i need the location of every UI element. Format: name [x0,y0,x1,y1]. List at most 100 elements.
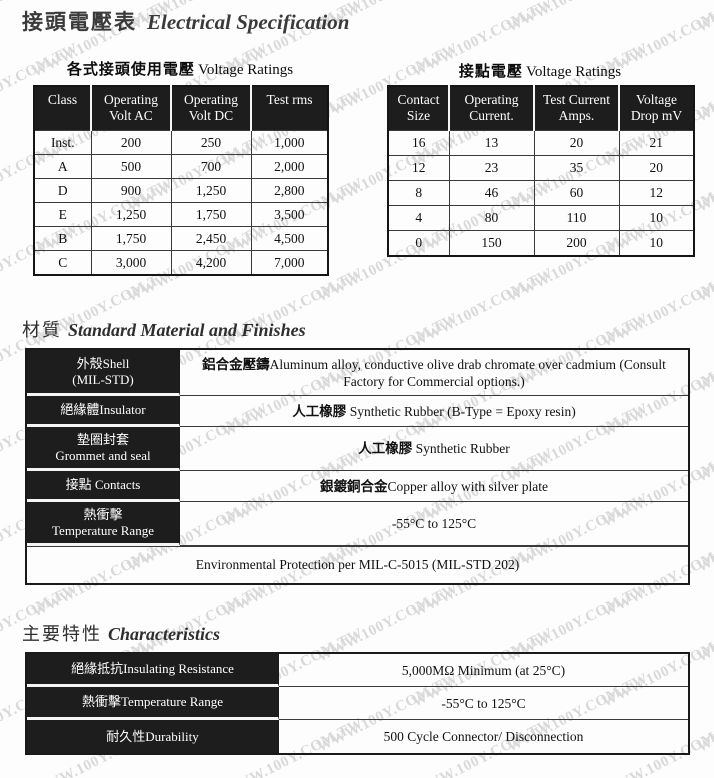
table-row: 0 150 200 10 [387,230,695,257]
table-cell: 3,000 [90,250,172,276]
table-cell: D [33,178,92,203]
table-cell: 20 [618,155,695,181]
material-value-en: Copper alloy with silver plate [387,478,548,494]
material-table: 外殼Shell (MIL-STD) 鋁合金壓鑄Aluminum alloy, c… [25,348,690,585]
contact-table-title-zh: 接點電壓 [458,64,523,80]
material-value-zh: 人工橡膠 [292,403,350,419]
characteristics-table: 絕緣抵抗Insulating Resistance 5,000MΩ Minimu… [25,652,690,755]
material-row-temperature: 熱衝擊 Temperature Range -55°C to 125°C [27,502,688,546]
material-label: 外殼Shell (MIL-STD) [27,350,180,396]
characteristics-label: 耐久性Durability [27,720,279,753]
table-cell: 4,200 [170,250,252,276]
table-cell: 700 [170,154,252,179]
table-cell: 4,500 [250,226,329,251]
table-cell: 4 [387,205,450,231]
contact-table-title: 接點電壓 Voltage Ratings [387,60,693,81]
characteristics-value: 5,000MΩ Minimum (at 25°C) [279,654,688,687]
page-title-en: Electrical Specification [147,10,350,34]
page-title-zh: 接頭電壓表 [22,10,137,34]
material-label: 熱衝擊 Temperature Range [27,502,180,546]
voltage-table-title-en: Voltage Ratings [197,62,294,78]
table-row: B 1,750 2,450 4,500 [33,226,329,251]
characteristics-value: 500 Cycle Connector/ Disconnection [383,729,584,744]
table-cell: 10 [618,205,695,231]
page-title: 接頭電壓表 Electrical Specification [22,6,349,36]
table-cell: 8 [387,180,450,206]
material-value: 人工橡膠 Synthetic Rubber (B-Type = Epoxy re… [180,396,688,427]
col-header-operating-current: Operating Current. [448,86,534,131]
characteristics-row-insulating-resistance: 絕緣抵抗Insulating Resistance 5,000MΩ Minimu… [27,654,688,687]
material-row-contacts: 接點 Contacts 銀鍍銅合金Copper alloy with silve… [27,471,688,502]
material-value-en: -55°C to 125°C [391,516,477,531]
material-section-title: 材質 Standard Material and Finishes [22,316,306,342]
table-cell: 13 [448,130,535,156]
contact-ratings-table: Contact Size Operating Current. Test Cur… [387,85,695,257]
material-value: 人工橡膠 Synthetic Rubber [180,427,688,471]
table-row: 8 46 60 12 [387,180,695,206]
table-cell: 2,450 [170,226,252,251]
table-cell: 16 [387,130,450,156]
table-cell: 1,250 [170,178,252,203]
characteristics-label: 熱衝擊Temperature Range [27,687,279,720]
voltage-table-title-zh: 各式接頭使用電壓 [66,62,195,78]
col-header-voltage-drop: Voltage Drop mV [618,86,694,131]
table-cell: 2,000 [250,154,329,179]
table-cell: 900 [90,178,172,203]
table-row: E 1,250 1,750 3,500 [33,202,329,227]
table-cell: 80 [448,205,535,231]
table-cell: 12 [618,180,695,206]
material-value-en: Synthetic Rubber (B-Type = Epoxy resin) [349,403,576,419]
characteristics-section-title-zh: 主要特性 [22,624,102,644]
table-row: C 3,000 4,200 7,000 [33,250,329,276]
table-cell: 1,750 [170,202,252,227]
material-row-insulator: 絕緣體Insulator 人工橡膠 Synthetic Rubber (B-Ty… [27,396,688,427]
col-header-operating-volt-dc: Operating Volt DC [170,86,251,131]
table-cell: 200 [533,230,620,257]
table-cell: 3,500 [250,202,329,227]
material-value-en: Synthetic Rubber [415,441,510,456]
col-header-operating-volt-ac: Operating Volt AC [90,86,171,131]
table-cell: 1,250 [90,202,172,227]
characteristics-value: -55°C to 125°C [279,687,688,720]
material-value-en: Aluminum alloy, conductive olive drab ch… [269,356,666,389]
voltage-ratings-table: Class Operating Volt AC Operating Volt D… [33,85,329,276]
table-cell: 23 [448,155,535,181]
table-cell: B [33,226,92,251]
material-value-zh: 銀鍍銅合金 [320,478,388,494]
material-value-zh: 鋁合金壓鑄 [202,356,270,372]
table-header-row: Class Operating Volt AC Operating Volt D… [34,86,328,131]
contact-table-title-en: Voltage Ratings [525,64,622,80]
material-row-shell: 外殼Shell (MIL-STD) 鋁合金壓鑄Aluminum alloy, c… [27,350,688,396]
table-cell: Inst. [33,130,92,155]
material-value: -55°C to 125°C [180,502,688,546]
table-row: 4 80 110 10 [387,205,695,231]
table-cell: E [33,202,92,227]
table-cell: 10 [618,230,695,257]
table-cell: 110 [533,205,620,231]
material-footer-note: Environmental Protection per MIL-C-5015 … [27,546,688,583]
table-cell: 7,000 [250,250,329,276]
table-cell: 46 [448,180,535,206]
characteristics-label: 絕緣抵抗Insulating Resistance [27,654,279,687]
table-cell: C [33,250,92,276]
material-value-zh: 人工橡膠 [358,441,416,456]
table-cell: 150 [448,230,535,257]
table-cell: 250 [170,130,252,155]
table-header-row: Contact Size Operating Current. Test Cur… [388,86,694,131]
table-row: A 500 700 2,000 [33,154,329,179]
table-cell: 12 [387,155,450,181]
col-header-class: Class [34,86,91,131]
table-cell: 21 [618,130,695,156]
voltage-table-title: 各式接頭使用電壓 Voltage Ratings [33,58,327,79]
characteristics-row-durability: 耐久性Durability 500 Cycle Connector/ Disco… [27,720,688,753]
material-value: 鋁合金壓鑄Aluminum alloy, conductive olive dr… [180,350,688,396]
material-section-title-zh: 材質 [22,320,62,340]
table-cell: 500 [90,154,172,179]
table-row: Inst. 200 250 1,000 [33,130,329,155]
material-value: 銀鍍銅合金Copper alloy with silver plate [180,471,688,502]
table-cell: A [33,154,92,179]
col-header-contact-size: Contact Size [388,86,449,131]
material-section-title-en: Standard Material and Finishes [68,320,306,340]
